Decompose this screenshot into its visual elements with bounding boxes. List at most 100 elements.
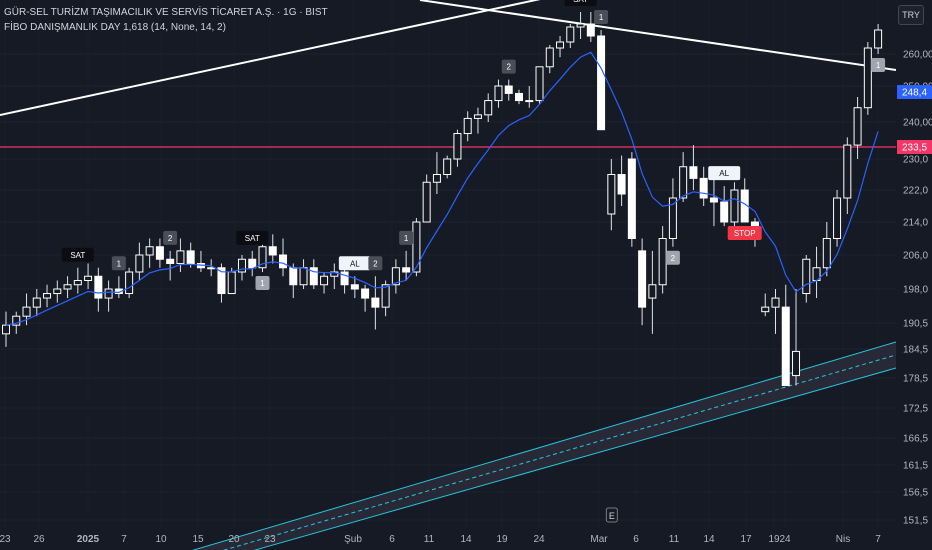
candle (73, 267, 82, 294)
candle-body (781, 306, 790, 386)
candle-body (843, 144, 852, 199)
price-tick-label: 156,5 (903, 488, 928, 499)
signal-text: 1 (876, 61, 881, 70)
channel-lower-line (253, 367, 897, 550)
candle-body (207, 267, 216, 270)
candle-body (699, 177, 708, 199)
candle-body (607, 174, 616, 215)
candle-body (453, 133, 462, 160)
signal-step: 2 (368, 256, 383, 271)
indicator-legend[interactable]: FİBO DANIŞMANLIK DAY 1,618 (14, None, 14… (4, 22, 226, 33)
time-tick-label: 26 (33, 534, 45, 545)
signal-step: 2 (501, 59, 516, 74)
candle-body (227, 271, 236, 295)
price-tick-label: 178,5 (903, 374, 928, 385)
channel-upper-line (192, 341, 897, 550)
candle-body (709, 197, 718, 203)
signal-box (255, 276, 270, 290)
candle (299, 259, 308, 289)
signal-box (501, 59, 516, 74)
candle-body (658, 238, 667, 286)
price-tick-label: 190,5 (903, 319, 928, 330)
trendline-falling (419, 0, 897, 71)
candle-body (422, 181, 431, 223)
candle (525, 86, 534, 108)
candle-body (155, 246, 164, 260)
candle-body (258, 246, 267, 269)
signal-text: SAT (245, 234, 260, 243)
candle-body (833, 197, 842, 239)
price-tick-label: 214,0 (903, 218, 928, 229)
signal-labels: SAT 1 2 SAT 1 AL 2 1 2 SAT 1 2 AL STOP 1 (61, 0, 886, 290)
candle-series (2, 12, 883, 386)
candle-body (412, 221, 421, 273)
candle-body (268, 246, 277, 256)
time-tick-label: 6 (633, 534, 639, 545)
candle (53, 280, 62, 303)
candle-body (792, 350, 801, 377)
candle (843, 137, 852, 214)
price-label-text: 248,4 (902, 88, 927, 99)
signal-step: 1 (111, 256, 126, 271)
candle-body (402, 267, 411, 273)
marker-text: E (609, 511, 615, 521)
candle-body (443, 158, 452, 175)
currency-button[interactable]: TRY (898, 5, 924, 25)
time-tick-label: 11 (669, 534, 680, 545)
candle-body (2, 324, 10, 335)
price-tick-label: 166,5 (903, 434, 928, 445)
price-channel (192, 341, 897, 550)
candle-body (186, 250, 195, 264)
signal-step: 1 (255, 276, 270, 290)
candle-body (679, 166, 688, 199)
candle (576, 12, 585, 39)
signal-text: 2 (671, 254, 676, 263)
candle-body (340, 271, 349, 286)
time-tick-label: 23 (264, 534, 276, 545)
time-tick-label: 2025 (77, 534, 100, 545)
candle (279, 238, 288, 277)
candle (792, 289, 801, 386)
candle (740, 178, 749, 223)
candle-body (166, 258, 175, 264)
signal-step: 1 (871, 58, 886, 72)
signal-text: SAT (573, 0, 588, 4)
signal-box (111, 256, 126, 271)
candle (309, 259, 318, 289)
candle (658, 226, 667, 294)
candle-body (94, 275, 103, 299)
candle (104, 280, 113, 312)
signal-sat: SAT (61, 247, 94, 262)
candle-body (525, 100, 534, 103)
candle (350, 276, 359, 299)
signal-box (61, 247, 94, 262)
time-tick-label: 10 (155, 534, 167, 545)
candle-body (802, 258, 811, 295)
candle-body (279, 254, 288, 269)
candle (453, 129, 462, 167)
candle-body (586, 23, 595, 37)
price-tick-label: 198,0 (903, 285, 928, 296)
event-markers: E (605, 507, 618, 523)
candle-body (135, 254, 144, 273)
price-tick-label: 161,5 (903, 461, 928, 472)
candle-body (576, 23, 585, 28)
time-tick-label: 24 (779, 534, 791, 545)
signal-step: 1 (399, 230, 414, 245)
candle (648, 250, 657, 334)
candle-body (350, 284, 359, 290)
signal-box (163, 230, 178, 245)
candle (730, 182, 739, 231)
candle (720, 186, 729, 227)
signal-box (871, 58, 886, 72)
time-tick-label: 17 (740, 534, 752, 545)
candle (32, 289, 41, 317)
signal-step: 2 (665, 250, 680, 265)
candle-body (361, 288, 370, 299)
candle-body (535, 66, 544, 102)
candle-body (545, 47, 554, 68)
candle-body (473, 114, 482, 119)
candle-body (494, 85, 503, 102)
signal-text: 2 (168, 234, 173, 243)
